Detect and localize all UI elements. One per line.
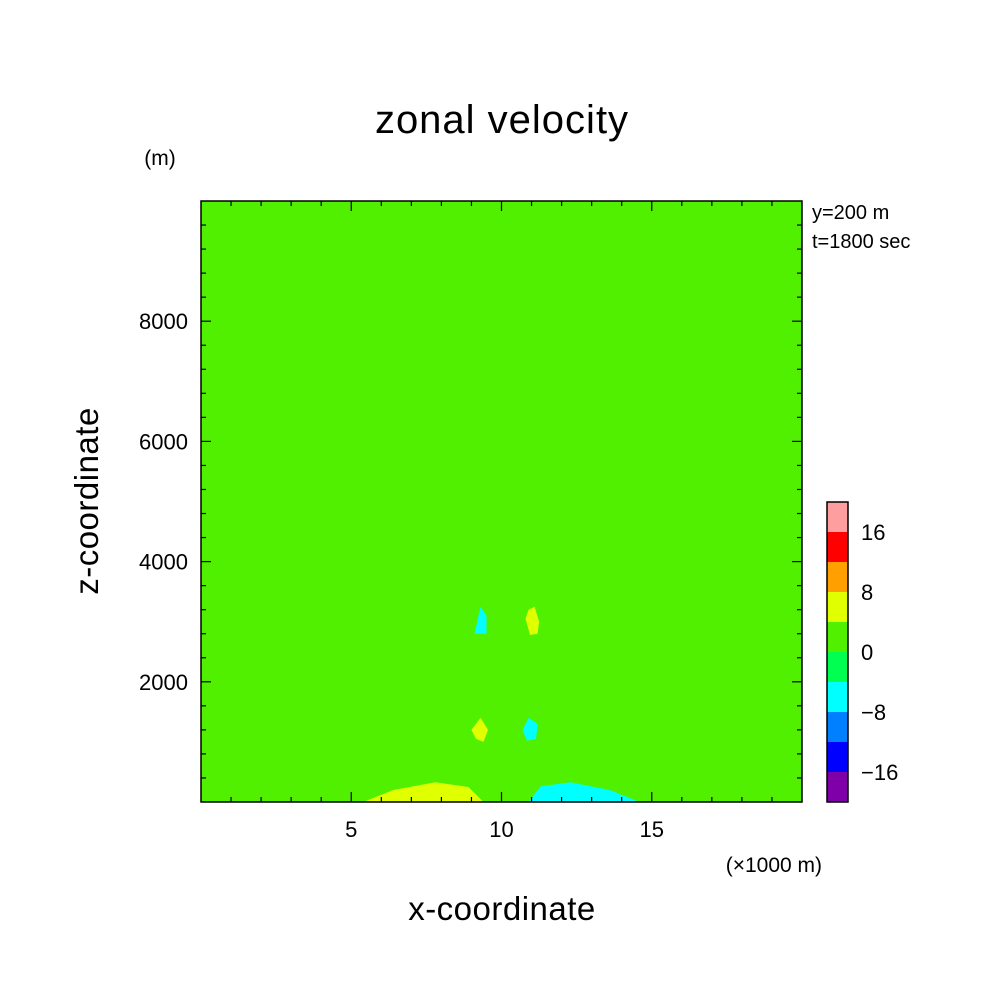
chart-title: zonal velocity xyxy=(375,98,629,142)
colorbar-swatch xyxy=(827,592,848,622)
contour-region-cyan-blob-lower-right xyxy=(522,717,538,741)
colorbar-tick-label: −16 xyxy=(861,760,898,785)
x-tick-label: 15 xyxy=(640,817,664,842)
colorbar-swatch xyxy=(827,772,848,802)
contour-region-left-upper-band xyxy=(201,603,442,703)
colorbar-swatch xyxy=(827,622,848,652)
colorbar-swatch xyxy=(827,562,848,592)
colorbar-tick-label: 0 xyxy=(861,640,873,665)
colorbar: −16 −8 0 8 16 xyxy=(826,501,898,803)
contour-region-yellow-blob-upper-right xyxy=(525,606,540,635)
y-tick-label: 6000 xyxy=(139,429,188,454)
x-axis-ticks: 5 10 15 xyxy=(230,201,773,842)
contour-region-right-half-positive xyxy=(507,201,802,754)
y-tick-label: 4000 xyxy=(139,550,188,575)
y-axis-label: z-coordinate xyxy=(68,407,105,595)
contour-region-yellow-blob-lower-left xyxy=(471,717,488,742)
annotation-time: t=1800 sec xyxy=(812,231,910,253)
y-unit-label: (m) xyxy=(144,147,175,170)
contour-plot-area xyxy=(200,200,803,803)
annotation-y-level: y=200 m xyxy=(812,202,889,224)
contour-region-left-lower-band xyxy=(201,696,499,802)
colorbar-tick-label: −8 xyxy=(861,700,886,725)
colorbar-swatch xyxy=(827,742,848,772)
x-axis-label: x-coordinate xyxy=(408,890,596,927)
x-tick-label: 10 xyxy=(489,817,513,842)
colorbar-swatch xyxy=(827,682,848,712)
x-unit-label: (×1000 m) xyxy=(726,854,822,877)
contour-region-yellow-bottom-left xyxy=(363,782,484,802)
colorbar-tick-label: 16 xyxy=(861,520,885,545)
colorbar-swatch xyxy=(827,502,848,532)
colorbar-swatch xyxy=(827,712,848,742)
colorbar-tick-label: 8 xyxy=(861,580,873,605)
y-tick-label: 2000 xyxy=(139,670,188,695)
contour-region-cyan-bottom-right xyxy=(528,782,640,802)
contour-region-cyan-blob-upper-left xyxy=(474,606,487,634)
colorbar-swatch xyxy=(827,532,848,562)
x-tick-label: 5 xyxy=(345,817,357,842)
colorbar-frame xyxy=(826,501,849,803)
y-tick-label: 8000 xyxy=(139,309,188,334)
colorbar-swatch xyxy=(827,652,848,682)
y-axis-ticks: 2000 4000 6000 8000 xyxy=(139,224,802,779)
